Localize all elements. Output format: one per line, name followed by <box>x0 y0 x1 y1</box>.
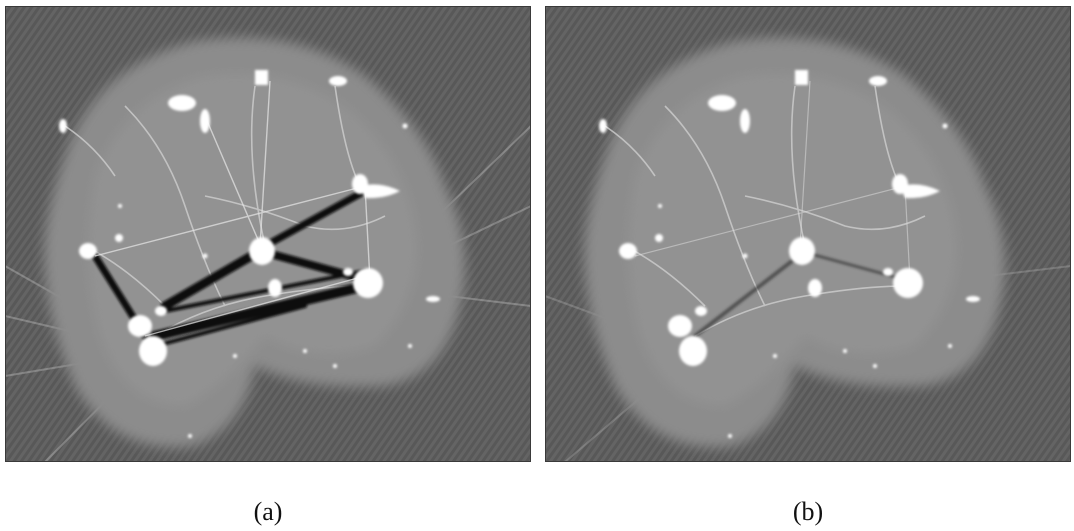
ct-slice-image-b <box>545 6 1071 462</box>
ct-image-panel-b <box>545 6 1071 462</box>
panel-caption-a: (a) <box>253 497 283 526</box>
ct-slice-image-a <box>5 6 531 462</box>
panel-caption-b: (b) <box>792 497 824 526</box>
ct-image-panel-a <box>5 6 531 462</box>
